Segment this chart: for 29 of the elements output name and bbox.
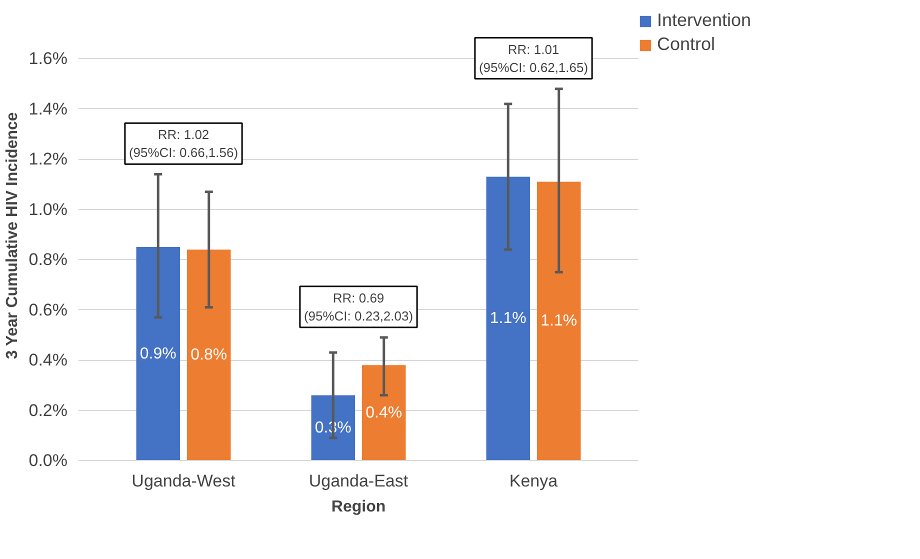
y-tick-label: 1.6% — [28, 49, 68, 68]
x-tick-label: Kenya — [509, 472, 558, 490]
bar — [486, 176, 530, 460]
annotation: RR: 0.69 (95%CI: 0.23,2.03) — [304, 290, 414, 324]
y-tick-label: 1.0% — [28, 200, 68, 219]
y-tick-label: 1.4% — [28, 99, 68, 118]
bar — [187, 250, 231, 460]
bar — [537, 182, 581, 460]
legend-label: Control — [657, 34, 716, 55]
data-label: 0.4% — [366, 404, 402, 422]
y-tick-label: 0.0% — [28, 451, 68, 470]
y-tick-label: 0.4% — [28, 350, 68, 370]
annotation: RR: 1.01 (95%CI: 0.62,1.65) — [478, 42, 588, 75]
y-axis-title: 3 Year Cumulative HIV Incidence — [4, 112, 21, 360]
data-label: 1.1% — [490, 310, 526, 328]
bar — [362, 365, 406, 460]
y-tick-label: 0.6% — [28, 300, 68, 320]
data-label: 0.8% — [190, 346, 228, 364]
bar — [136, 247, 180, 460]
x-tick-label: Uganda-East — [308, 472, 408, 490]
x-axis-title: Region — [331, 498, 386, 516]
y-tick-label: 0.2% — [28, 400, 68, 420]
annotation: RR: 1.02 (95%CI: 0.66,1.56) — [128, 127, 238, 160]
legend-label: Intervention — [657, 10, 752, 31]
x-tick-label: Uganda-West — [132, 472, 236, 490]
y-tick-label: 0.8% — [28, 250, 68, 270]
data-label: 0.9% — [140, 345, 176, 362]
y-tick-label: 1.2% — [28, 150, 68, 169]
data-label: 1.1% — [540, 312, 578, 330]
